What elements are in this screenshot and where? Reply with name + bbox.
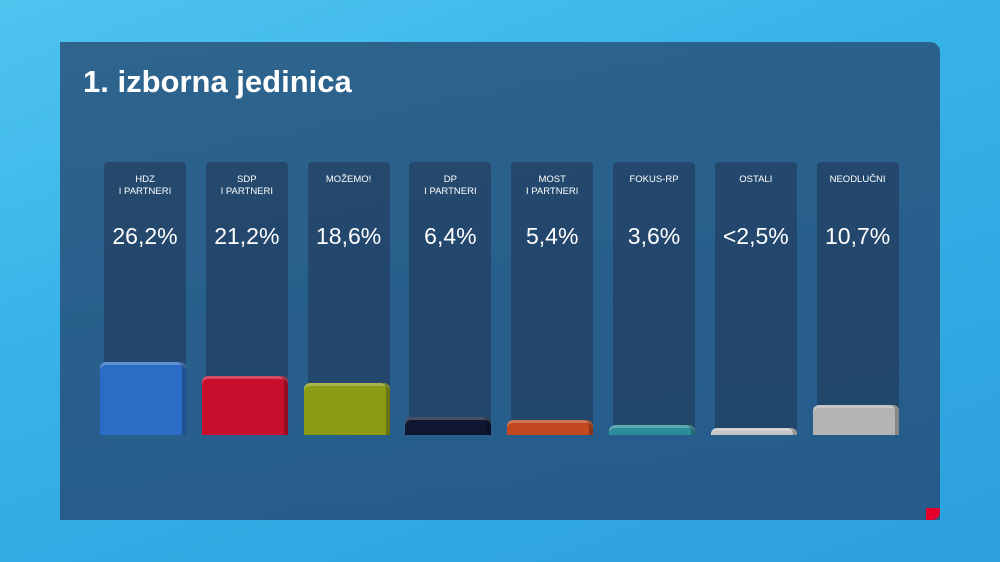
- column-backdrop: [511, 162, 594, 435]
- column-backdrop: [409, 162, 492, 435]
- column-backdrop: [816, 162, 899, 435]
- bar: [405, 417, 492, 435]
- category-label: MOST I PARTNERI: [525, 174, 579, 197]
- value-label: 10,7%: [824, 223, 891, 249]
- value-label: <2,5%: [722, 223, 789, 249]
- bar: [812, 405, 899, 435]
- panel: [60, 42, 940, 520]
- category-label: SDP I PARTNERI: [220, 174, 274, 197]
- bar: [609, 424, 695, 435]
- value-label: 6,4%: [424, 223, 477, 249]
- column-backdrop: [714, 162, 797, 435]
- category-label: NEODLUČNI: [829, 174, 886, 185]
- chart-title: 1. izborna jedinica: [83, 64, 352, 99]
- bar: [201, 375, 288, 435]
- category-label: MOŽEMO!: [325, 174, 372, 185]
- value-label: 5,4%: [525, 223, 579, 249]
- value-label: 21,2%: [214, 223, 280, 249]
- category-label: DP I PARTNERI: [424, 174, 477, 197]
- category-label: FOKUS-RP: [629, 174, 679, 185]
- corner-accent: [926, 508, 940, 520]
- value-label: 18,6%: [315, 223, 382, 249]
- category-label: OSTALI: [739, 174, 773, 185]
- bar: [710, 428, 797, 435]
- category-label: HDZ I PARTNERI: [118, 174, 172, 197]
- bar: [303, 382, 390, 435]
- column-backdrop: [613, 162, 695, 435]
- value-label: 26,2%: [112, 223, 178, 249]
- bar: [507, 419, 594, 435]
- value-label: 3,6%: [627, 223, 681, 249]
- bar: [100, 361, 186, 435]
